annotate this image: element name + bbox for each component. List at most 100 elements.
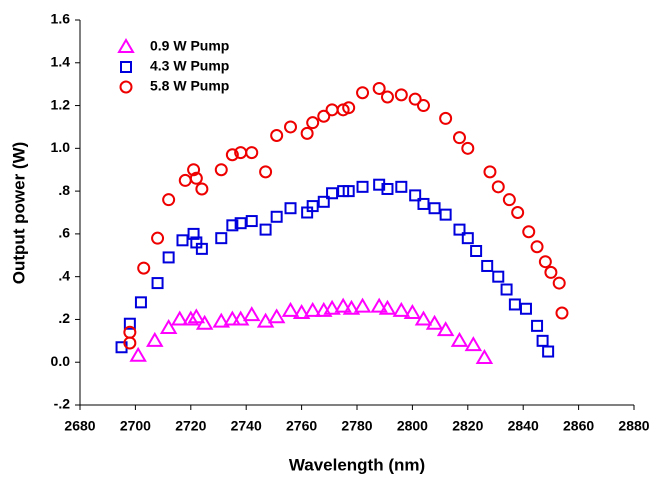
data-point bbox=[530, 240, 544, 254]
x-tick-label: 2780 bbox=[341, 418, 372, 434]
y-tick-label: .4 bbox=[58, 267, 70, 283]
data-point bbox=[187, 227, 200, 240]
data-point bbox=[356, 86, 370, 100]
data-point bbox=[292, 304, 311, 320]
data-point bbox=[372, 81, 386, 95]
data-point bbox=[129, 346, 147, 362]
data-point bbox=[461, 232, 474, 245]
data-point bbox=[409, 189, 422, 202]
data-point bbox=[536, 334, 549, 347]
legend-marker bbox=[117, 38, 135, 53]
data-point bbox=[231, 310, 250, 326]
data-point bbox=[234, 217, 247, 230]
data-point bbox=[270, 210, 283, 223]
data-point bbox=[195, 242, 208, 255]
y-tick-label: 1.2 bbox=[51, 96, 71, 112]
data-point bbox=[326, 187, 339, 200]
data-point bbox=[267, 308, 286, 324]
data-point bbox=[317, 109, 331, 123]
legend-marker bbox=[120, 61, 132, 73]
data-point bbox=[491, 180, 505, 194]
y-axis-label: Output power (W) bbox=[9, 142, 28, 285]
data-point bbox=[453, 223, 466, 236]
data-point bbox=[542, 345, 555, 358]
data-point bbox=[475, 348, 494, 364]
data-point bbox=[436, 321, 455, 337]
data-point bbox=[170, 310, 189, 326]
data-point bbox=[531, 319, 544, 332]
data-point bbox=[284, 120, 298, 134]
data-point bbox=[502, 193, 516, 207]
data-point bbox=[151, 277, 164, 290]
x-tick-label: 2740 bbox=[231, 418, 262, 434]
data-point bbox=[123, 317, 136, 330]
data-point bbox=[508, 298, 521, 311]
data-point bbox=[215, 232, 228, 245]
data-point bbox=[395, 180, 408, 193]
data-point bbox=[452, 131, 466, 145]
data-point bbox=[403, 304, 422, 320]
x-axis-label: Wavelength (nm) bbox=[289, 455, 425, 474]
data-point bbox=[245, 146, 259, 160]
data-point bbox=[370, 297, 388, 313]
data-point bbox=[492, 270, 505, 283]
legend-label: 5.8 W Pump bbox=[150, 78, 229, 94]
data-point bbox=[212, 312, 231, 328]
x-tick-label: 2880 bbox=[618, 418, 649, 434]
data-point bbox=[195, 182, 209, 196]
data-point bbox=[414, 310, 433, 326]
y-tick-label: 1.6 bbox=[51, 11, 71, 27]
data-point bbox=[178, 173, 192, 187]
y-tick-label: 1.0 bbox=[51, 139, 71, 155]
data-point bbox=[189, 171, 203, 185]
data-point bbox=[342, 185, 355, 198]
data-point bbox=[417, 197, 430, 210]
y-tick-label: .8 bbox=[58, 182, 70, 198]
legend-label: 4.3 W Pump bbox=[150, 58, 229, 74]
data-point bbox=[552, 276, 566, 290]
data-point bbox=[151, 231, 165, 245]
data-point bbox=[461, 141, 475, 155]
y-tick-label: 1.4 bbox=[51, 53, 71, 69]
x-tick-label: 2760 bbox=[286, 418, 317, 434]
data-point bbox=[306, 116, 320, 130]
data-point bbox=[342, 101, 356, 115]
data-point bbox=[325, 103, 339, 117]
y-tick-label: .2 bbox=[58, 310, 70, 326]
data-point bbox=[242, 306, 261, 322]
x-tick-label: 2720 bbox=[175, 418, 206, 434]
data-point bbox=[306, 200, 319, 213]
data-point bbox=[450, 331, 469, 347]
x-tick-label: 2700 bbox=[120, 418, 151, 434]
data-point bbox=[245, 215, 258, 228]
data-point bbox=[334, 297, 352, 313]
data-point bbox=[225, 148, 239, 162]
data-point bbox=[356, 180, 369, 193]
x-tick-label: 2800 bbox=[397, 418, 428, 434]
data-point bbox=[162, 251, 175, 264]
data-point bbox=[259, 223, 272, 236]
x-tick-label: 2680 bbox=[64, 418, 95, 434]
legend-marker bbox=[119, 80, 133, 94]
data-point bbox=[481, 259, 494, 272]
data-point bbox=[416, 99, 430, 113]
data-point bbox=[544, 265, 558, 279]
data-point bbox=[439, 208, 452, 221]
data-point bbox=[342, 299, 361, 315]
data-point bbox=[380, 90, 394, 104]
data-point bbox=[214, 163, 228, 177]
data-point bbox=[259, 165, 273, 179]
data-point bbox=[511, 206, 525, 219]
data-point bbox=[146, 331, 164, 347]
data-point bbox=[483, 165, 497, 179]
data-point bbox=[378, 299, 397, 315]
data-point bbox=[392, 301, 411, 317]
data-point bbox=[123, 325, 137, 339]
data-point bbox=[270, 129, 284, 142]
data-point bbox=[381, 182, 394, 195]
data-point bbox=[439, 111, 453, 125]
data-point bbox=[300, 126, 314, 140]
data-point bbox=[134, 296, 147, 309]
data-point bbox=[182, 310, 200, 326]
